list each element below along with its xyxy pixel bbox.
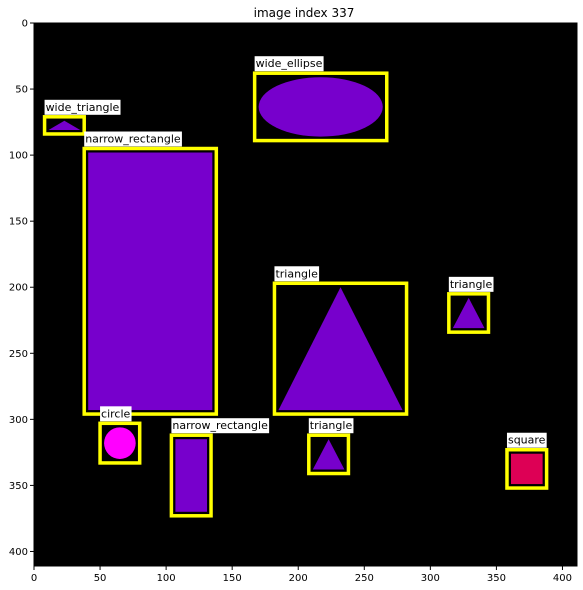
- y-tick-label: 300: [9, 415, 28, 426]
- rectangle-shape: [511, 454, 543, 484]
- object-label: narrow_rectangle: [84, 132, 182, 147]
- rectangle-shape: [88, 153, 212, 411]
- object-label-text: narrow_rectangle: [85, 133, 181, 146]
- y-tick-label: 250: [9, 349, 28, 360]
- circle-shape: [104, 427, 136, 459]
- object-label-text: wide_triangle: [46, 101, 120, 114]
- y-tick-label: 200: [9, 283, 28, 294]
- object-label: circle: [100, 406, 131, 421]
- object-label-text: triangle: [450, 278, 493, 291]
- object-label-text: square: [508, 434, 546, 447]
- y-tick-label: 400: [9, 547, 28, 558]
- object-label: triangle: [309, 418, 354, 433]
- object-label-text: narrow_rectangle: [172, 419, 268, 432]
- object-label-text: wide_ellipse: [256, 57, 323, 70]
- x-tick-label: 100: [157, 573, 176, 584]
- y-tick-label: 0: [22, 19, 28, 30]
- x-tick-label: 0: [31, 573, 37, 584]
- y-tick-label: 50: [15, 85, 28, 96]
- object-label: wide_ellipse: [255, 56, 324, 71]
- y-tick-label: 100: [9, 151, 28, 162]
- x-tick-label: 150: [223, 573, 242, 584]
- x-tick-label: 400: [553, 573, 572, 584]
- object-label: square: [507, 433, 547, 448]
- image-area: wide_ellipse wide_triangle narrow_rectangl…: [34, 23, 577, 566]
- y-tick-label: 150: [9, 217, 28, 228]
- object-label-text: triangle: [310, 419, 353, 432]
- x-tick-label: 350: [487, 573, 506, 584]
- y-axis: 0 50 100 150 200 250 300 350 400: [9, 19, 34, 558]
- x-tick-label: 50: [94, 573, 107, 584]
- figure-title: image index 337: [254, 6, 355, 20]
- rectangle-shape: [175, 439, 207, 512]
- object-label: wide_triangle: [45, 100, 121, 115]
- x-tick-label: 250: [355, 573, 374, 584]
- object-label-text: triangle: [275, 267, 318, 280]
- object-label-text: circle: [101, 407, 130, 420]
- y-tick-label: 350: [9, 481, 28, 492]
- ellipse-shape: [259, 77, 383, 136]
- x-tick-label: 300: [421, 573, 440, 584]
- x-tick-label: 200: [289, 573, 308, 584]
- x-axis: 0 50 100 150 200 250 300 350 400: [31, 566, 572, 584]
- object-label: triangle: [449, 277, 494, 292]
- object-label: triangle: [274, 266, 319, 281]
- object-label: narrow_rectangle: [171, 418, 269, 433]
